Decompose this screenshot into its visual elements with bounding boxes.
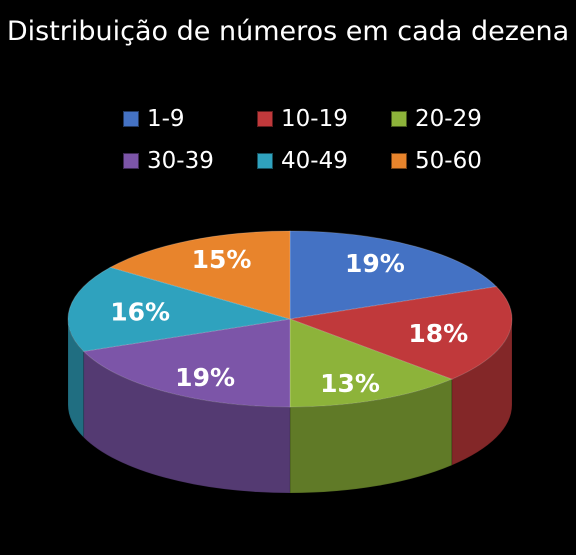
slice-label-10-19: 18%	[408, 319, 468, 348]
legend-swatch	[257, 111, 273, 127]
legend-label: 20-29	[415, 106, 482, 132]
chart-title: Distribuição de números em cada dezena	[6, 16, 570, 47]
legend-label: 1-9	[147, 106, 185, 132]
legend-row-1: 1-9 10-19 20-29	[0, 104, 576, 134]
slice-label-40-49: 16%	[110, 297, 170, 326]
slice-10-19	[288, 286, 513, 380]
legend-row-2: 30-39 40-49 50-60	[0, 146, 576, 176]
slice-50-60	[109, 230, 291, 320]
legend-item-1-9: 1-9	[123, 104, 185, 134]
slice-30-39	[82, 318, 291, 408]
legend-label: 40-49	[281, 148, 348, 174]
legend-label: 30-39	[147, 148, 214, 174]
legend-swatch	[391, 153, 407, 169]
slice-20-29	[289, 318, 454, 408]
slice-label-20-29: 13%	[320, 369, 380, 398]
legend-label: 10-19	[281, 106, 348, 132]
slice-label-30-39: 19%	[175, 363, 235, 392]
legend-item-30-39: 30-39	[123, 146, 214, 176]
legend-label: 50-60	[415, 148, 482, 174]
slice-label-1-9: 19%	[345, 249, 405, 278]
legend-item-50-60: 50-60	[391, 146, 482, 176]
slice-1-9	[289, 230, 498, 320]
legend-item-10-19: 10-19	[257, 104, 348, 134]
legend-swatch	[123, 153, 139, 169]
legend-swatch	[257, 153, 273, 169]
legend-item-40-49: 40-49	[257, 146, 348, 176]
slice-label-50-60: 15%	[192, 245, 252, 274]
legend-item-20-29: 20-29	[391, 104, 482, 134]
slice-40-49	[67, 266, 291, 352]
legend-swatch	[391, 111, 407, 127]
legend-swatch	[123, 111, 139, 127]
